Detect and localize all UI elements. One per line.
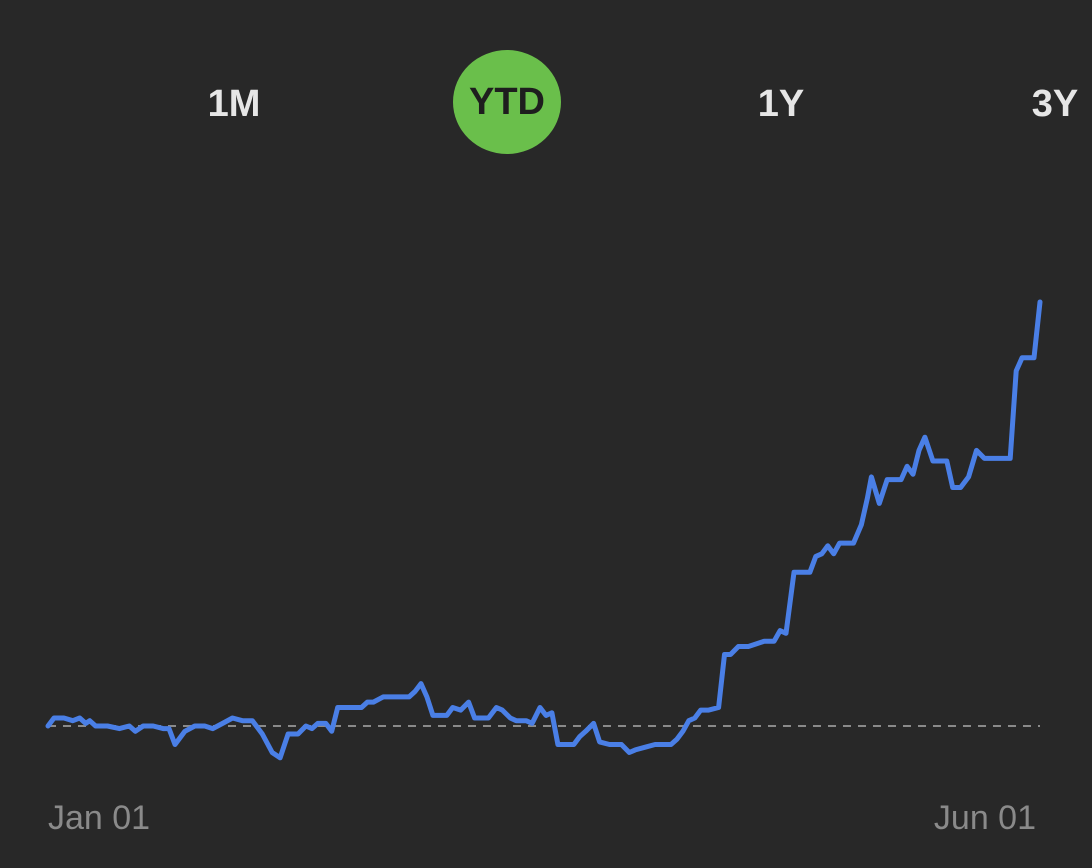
- tab-1y[interactable]: 1Y: [757, 83, 805, 125]
- tab-1m[interactable]: 1M: [207, 83, 261, 125]
- x-tick-label-start: Jan 01: [48, 799, 150, 837]
- tab-ytd[interactable]: YTD: [453, 50, 561, 154]
- tab-3y[interactable]: 3Y: [1031, 83, 1079, 125]
- series-line: [45, 299, 1043, 761]
- x-tick-label-end: Jun 01: [934, 799, 1036, 837]
- range-selector: 1M YTD 1Y 3Y: [0, 0, 1092, 200]
